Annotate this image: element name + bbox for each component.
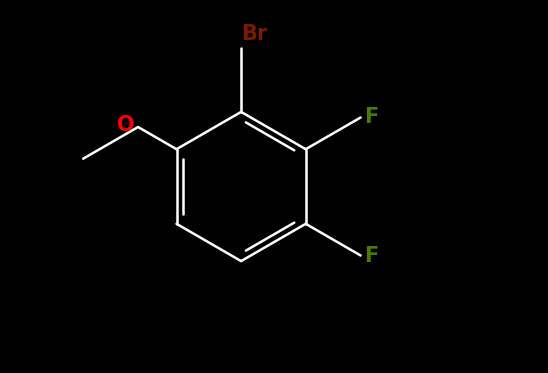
Text: F: F xyxy=(364,107,378,128)
Text: F: F xyxy=(364,245,378,266)
Text: O: O xyxy=(117,115,135,135)
Text: Br: Br xyxy=(241,25,267,44)
